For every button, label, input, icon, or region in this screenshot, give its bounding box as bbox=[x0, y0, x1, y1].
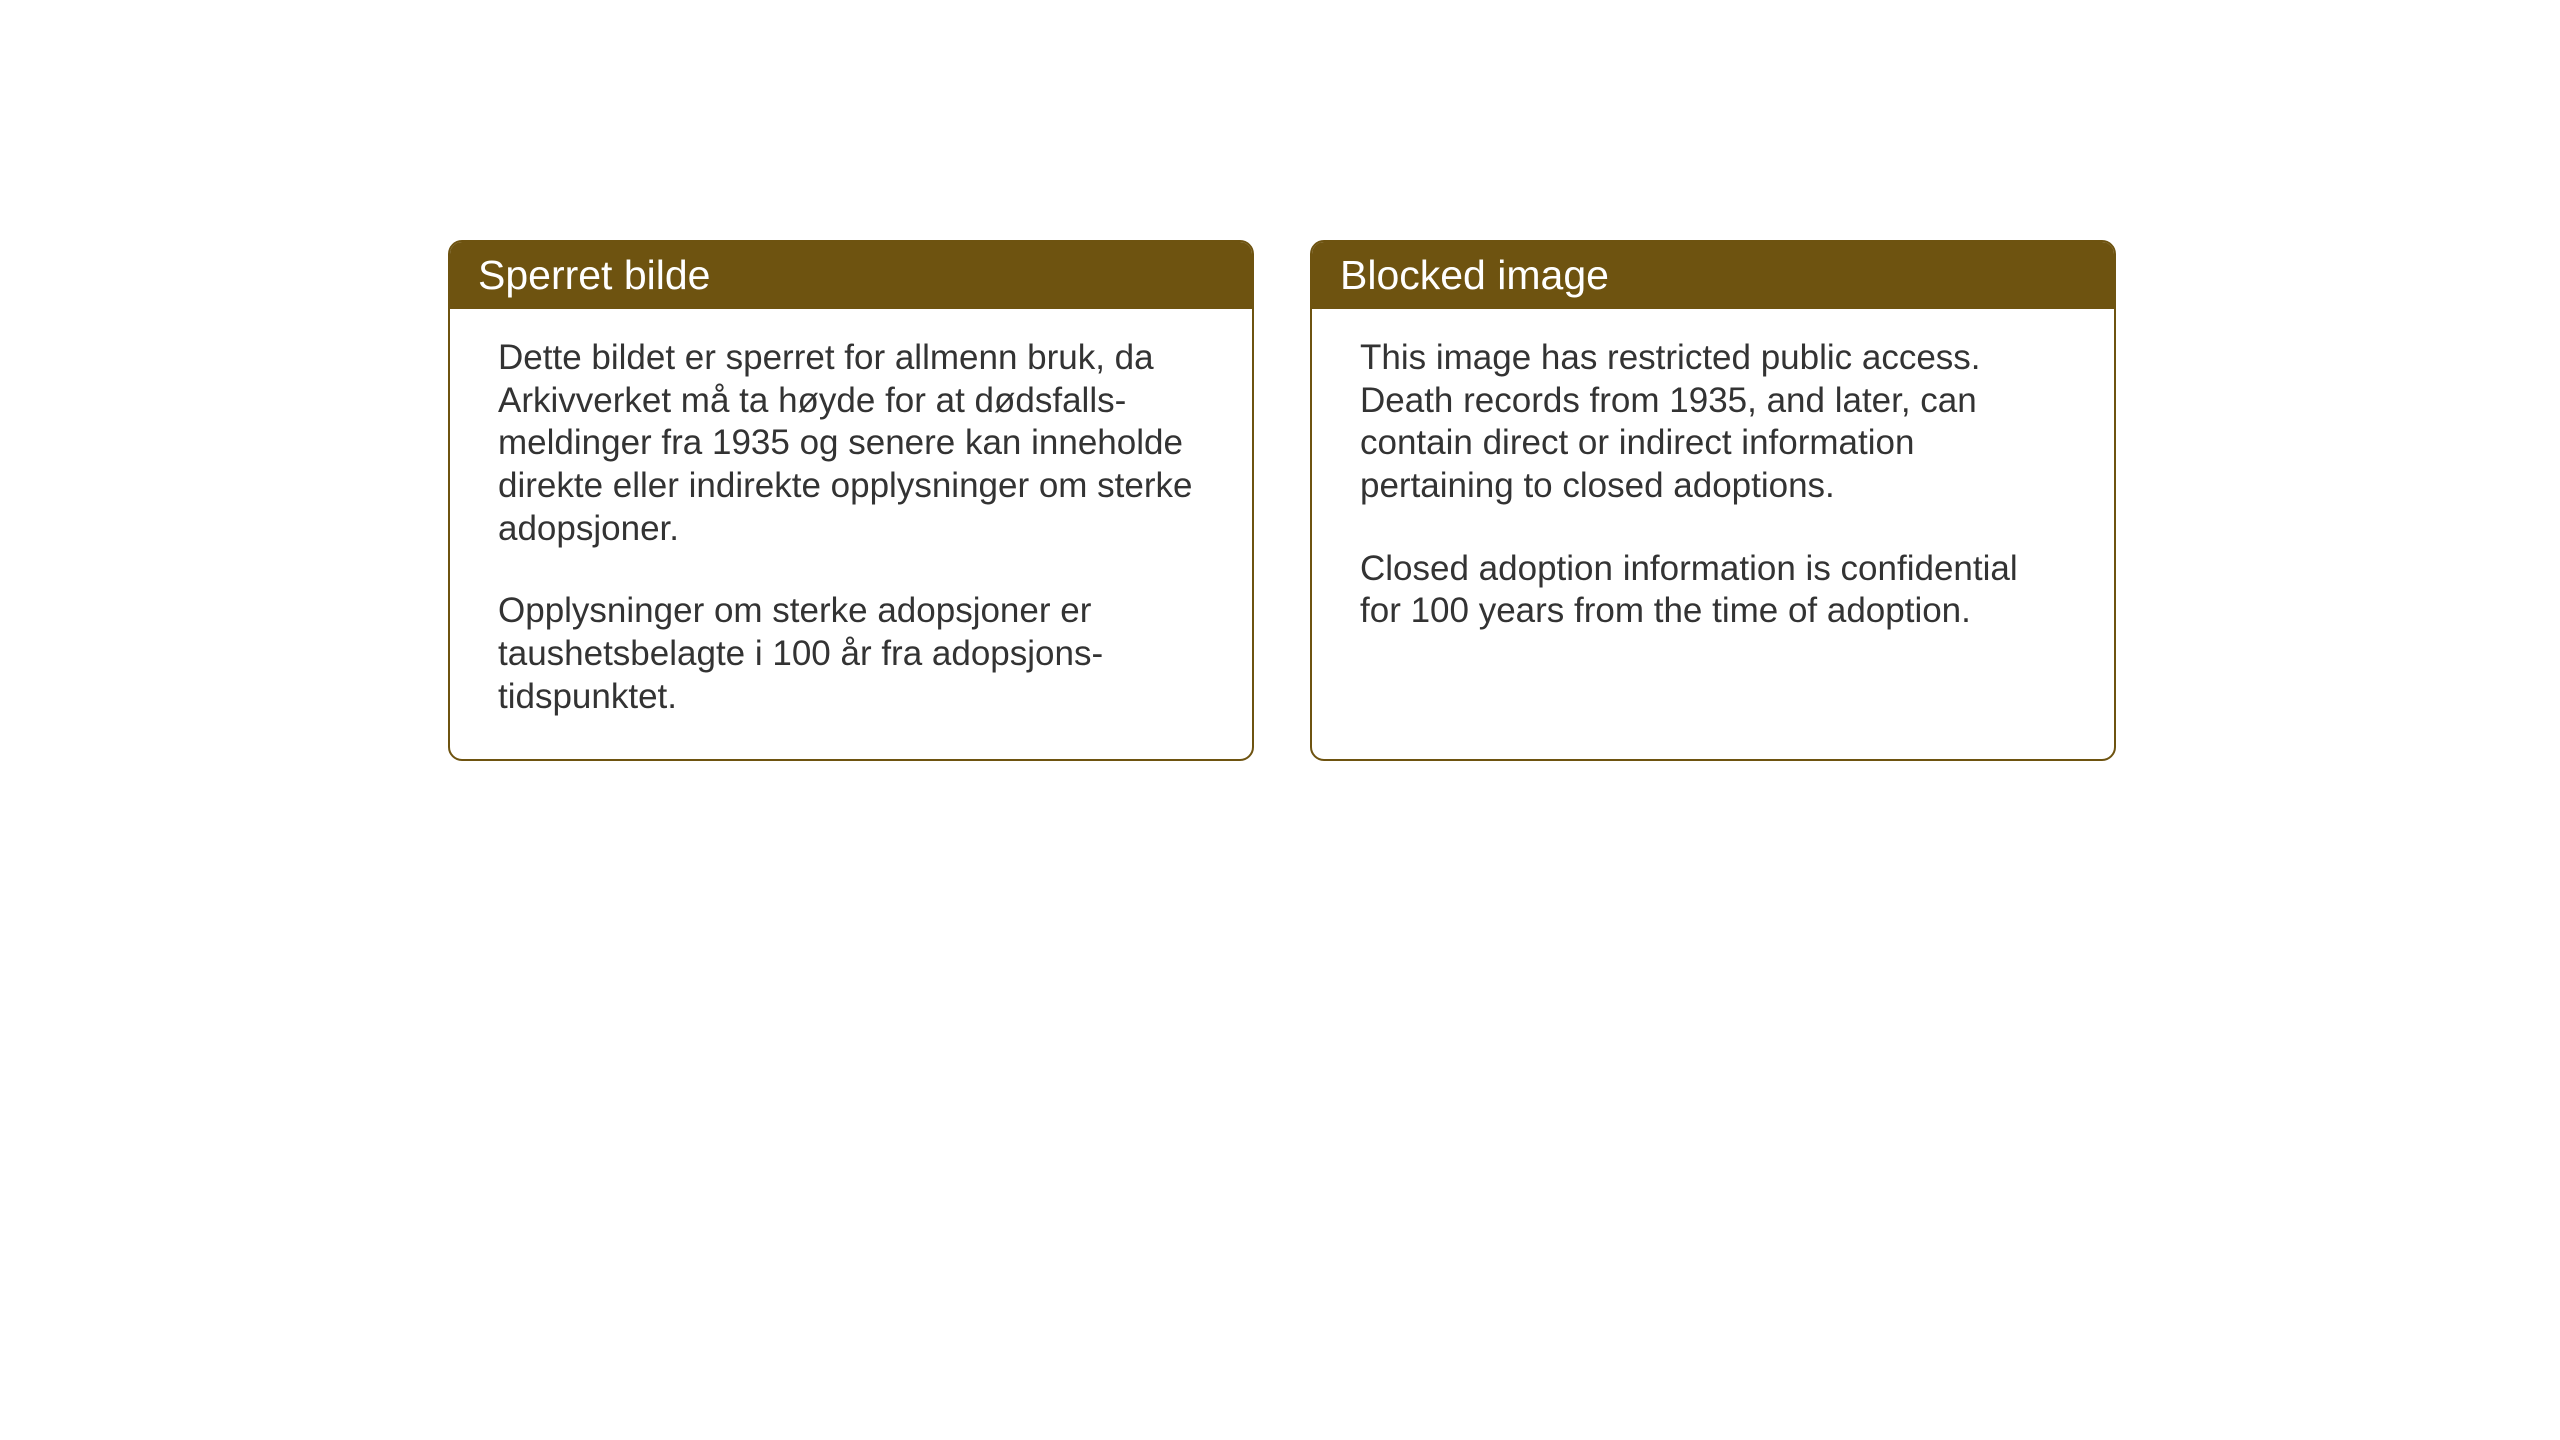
notice-container: Sperret bilde Dette bildet er sperret fo… bbox=[448, 240, 2116, 761]
notice-title-english: Blocked image bbox=[1340, 252, 1609, 298]
notice-paragraph-2-english: Closed adoption information is confident… bbox=[1360, 548, 2066, 633]
notice-paragraph-1-english: This image has restricted public access.… bbox=[1360, 337, 2066, 508]
notice-box-english: Blocked image This image has restricted … bbox=[1310, 240, 2116, 761]
notice-paragraph-2-norwegian: Opplysninger om sterke adopsjoner er tau… bbox=[498, 590, 1204, 718]
notice-body-norwegian: Dette bildet er sperret for allmenn bruk… bbox=[450, 309, 1252, 759]
notice-title-norwegian: Sperret bilde bbox=[478, 252, 710, 298]
notice-header-norwegian: Sperret bilde bbox=[450, 242, 1252, 309]
notice-header-english: Blocked image bbox=[1312, 242, 2114, 309]
notice-body-english: This image has restricted public access.… bbox=[1312, 309, 2114, 673]
notice-box-norwegian: Sperret bilde Dette bildet er sperret fo… bbox=[448, 240, 1254, 761]
notice-paragraph-1-norwegian: Dette bildet er sperret for allmenn bruk… bbox=[498, 337, 1204, 550]
